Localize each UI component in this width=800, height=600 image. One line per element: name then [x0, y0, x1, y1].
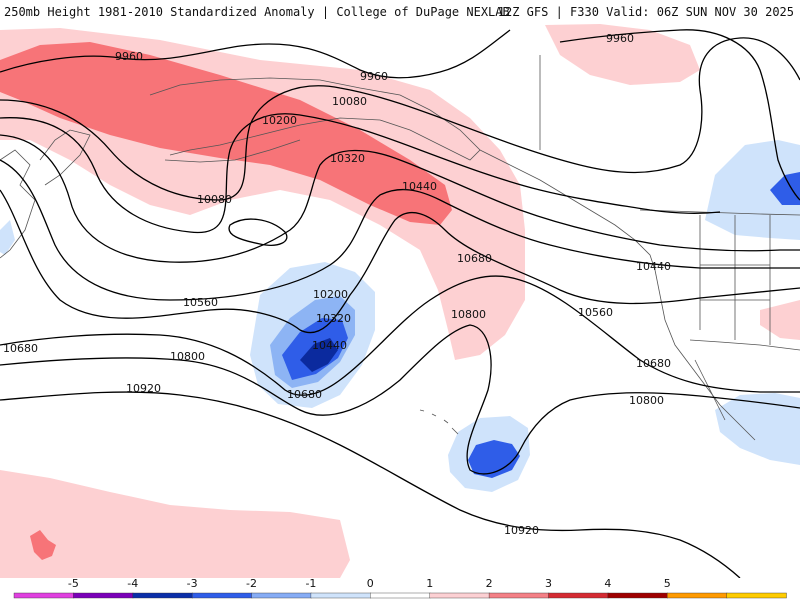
contour-label: 10080	[197, 193, 232, 206]
contour-10920	[0, 391, 741, 579]
contour-label: 10800	[451, 308, 486, 321]
contour-label: 10800	[629, 394, 664, 407]
colorbar-swatch	[667, 592, 728, 599]
colorbar-swatch	[132, 592, 193, 599]
coastline-alaska	[149, 77, 481, 161]
contour-label: 10440	[312, 339, 347, 352]
contour-label: 9960	[115, 50, 143, 63]
contour-9960-west	[0, 29, 511, 79]
colorbar-tick-label: 5	[664, 577, 671, 590]
contour-label: 10680	[3, 342, 38, 355]
header-valid-time: 12Z GFS | F330 Valid: 06Z SUN NOV 30 202…	[497, 5, 794, 19]
contour-label: 10440	[636, 260, 671, 273]
colorbar-tick-label: -4	[127, 577, 138, 590]
contour-label: 10560	[578, 306, 613, 319]
colorbar-tick-label: -1	[305, 577, 316, 590]
colorbar-tick-label: 3	[545, 577, 552, 590]
colorbar-swatch	[73, 592, 134, 599]
anomaly-shading-negative	[0, 140, 800, 492]
colorbar-swatch	[191, 592, 253, 599]
contour-label: 10680	[287, 388, 322, 401]
anomaly-shading-positive	[0, 24, 800, 578]
contour-label: 10080	[332, 95, 367, 108]
colorbar-swatch	[310, 592, 372, 599]
contour-label: 10320	[330, 152, 365, 165]
coastline-west-us	[654, 269, 756, 441]
contour-label: 10560	[183, 296, 218, 309]
contour-label: 10920	[504, 524, 539, 537]
contour-label: 10920	[126, 382, 161, 395]
colorbar-swatch	[488, 592, 550, 599]
negative-anomaly-core	[300, 338, 338, 372]
contour-closed-loop	[228, 218, 288, 246]
colorbar-swatch	[429, 592, 490, 599]
height-contours	[0, 29, 800, 579]
coastline-baja	[694, 359, 726, 421]
contour-label: 9960	[360, 70, 388, 83]
border-us-mexico	[689, 339, 800, 351]
colorbar-swatch	[726, 592, 787, 599]
contour-label: 10680	[457, 252, 492, 265]
negative-anomaly-hawaii-inner	[468, 440, 520, 478]
contour-10800	[0, 324, 800, 475]
header-title: 250mb Height 1981-2010 Standardized Anom…	[4, 5, 510, 19]
border-canada-us	[639, 209, 800, 216]
colorbar-tick-label: 0	[367, 577, 374, 590]
negative-anomaly-west-edge	[0, 220, 15, 255]
coastline-bc-coast	[479, 149, 656, 271]
colorbar-tick-label: -3	[187, 577, 198, 590]
contour-10560	[0, 189, 800, 334]
colorbar-tick-label: -2	[246, 577, 257, 590]
colorbar-ticks: -5 -4 -3 -2 -1 0 1 2 3 4 5	[68, 577, 671, 590]
negative-anomaly-southeast	[715, 393, 800, 465]
colorbar-swatches	[13, 592, 787, 599]
contour-label: 10680	[636, 357, 671, 370]
colorbar-swatch	[548, 592, 609, 599]
colorbar-swatch	[13, 592, 75, 599]
contour-10680	[0, 275, 800, 396]
contour-label: 10200	[262, 114, 297, 127]
contour-label: 10320	[316, 312, 351, 325]
strong-positive-anomaly-aleutians	[0, 42, 452, 225]
contour-label: 9960	[606, 32, 634, 45]
contour-9960-east	[559, 29, 800, 201]
contour-10200	[0, 113, 721, 234]
contour-label: 10200	[313, 288, 348, 301]
colorbar-swatch	[251, 592, 312, 599]
coastlines	[0, 55, 800, 441]
island-hawaii	[419, 409, 459, 435]
contour-label: 10800	[170, 350, 205, 363]
negative-anomaly-east	[705, 140, 800, 240]
colorbar: -5 -4 -3 -2 -1 0 1 2 3 4 5	[0, 577, 800, 600]
border-states-1	[699, 215, 771, 345]
contour-10440	[0, 159, 800, 301]
colorbar-tick-label: -5	[68, 577, 79, 590]
positive-anomaly-south-pacific	[0, 470, 350, 578]
colorbar-tick-label: 2	[486, 577, 493, 590]
contour-label: 10440	[402, 180, 437, 193]
coastline-asia	[0, 149, 36, 259]
negative-anomaly-east-core	[770, 172, 800, 205]
colorbar-swatch	[370, 592, 431, 599]
strong-positive-small-south	[30, 530, 56, 560]
colorbar-swatch	[607, 592, 668, 599]
contour-10320	[0, 134, 800, 263]
coastline-aleutians	[164, 139, 301, 163]
contour-labels: 9960 9960 9960 10080 10080 10200 10320 1…	[3, 32, 671, 537]
colorbar-tick-label: 1	[426, 577, 433, 590]
contour-10080	[0, 37, 800, 201]
colorbar-tick-label: 4	[604, 577, 611, 590]
